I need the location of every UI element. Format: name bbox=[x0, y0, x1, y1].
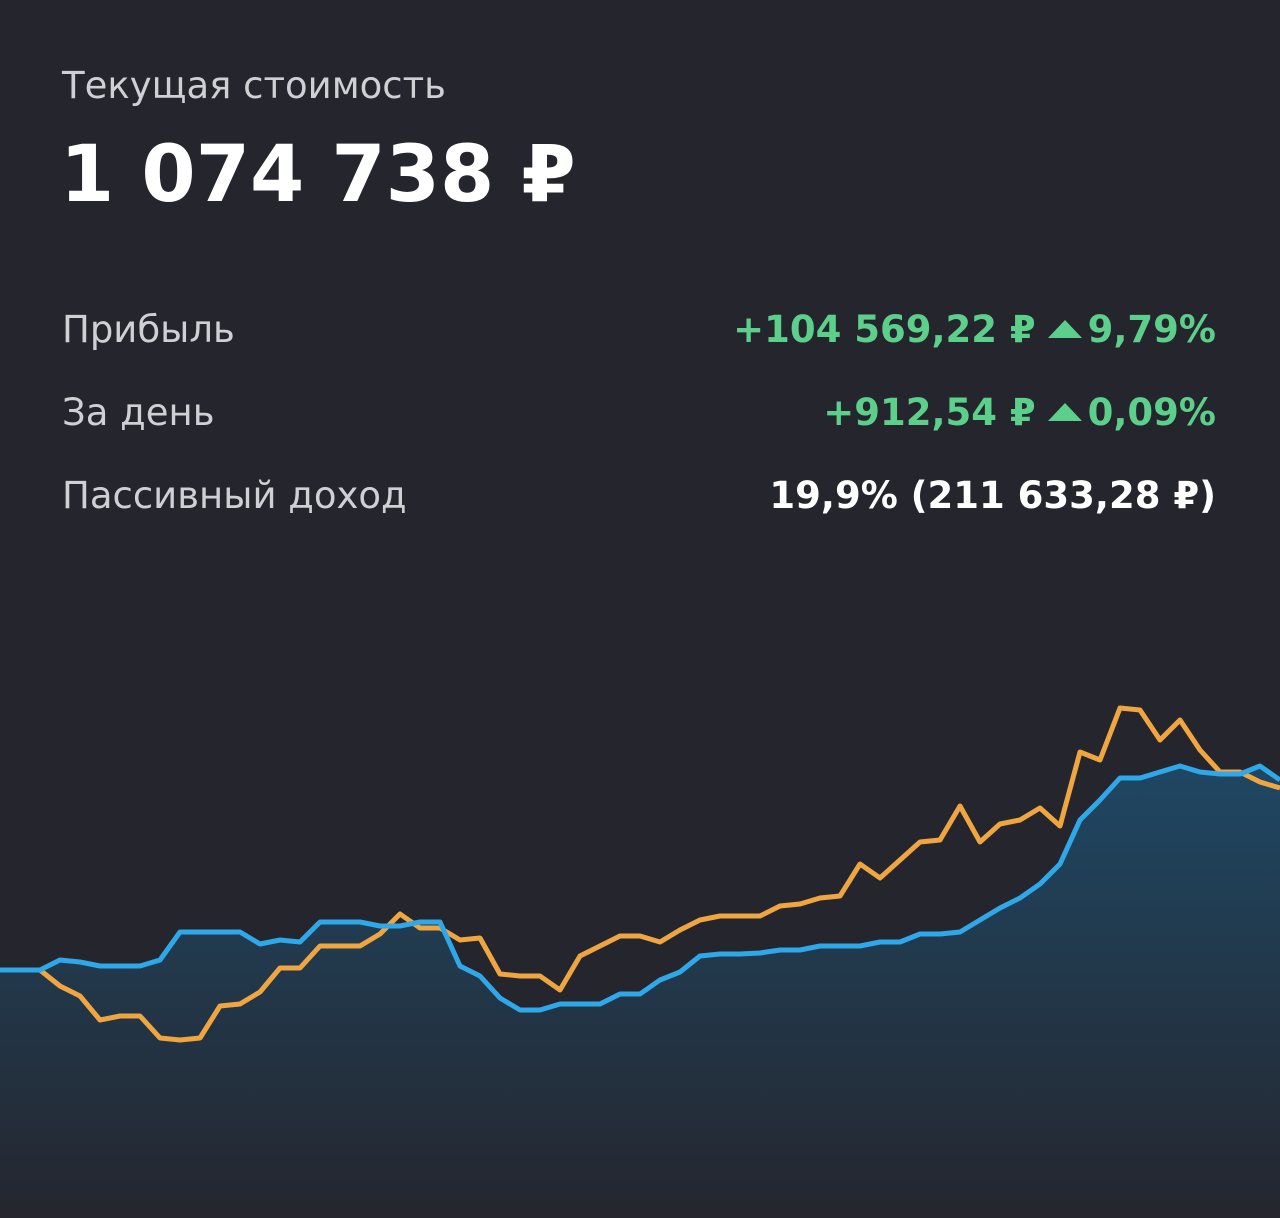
row-value: +912,54 ₽ 0,09% bbox=[823, 391, 1216, 434]
row-label: Пассивный доход bbox=[62, 474, 407, 517]
line bbox=[0, 763, 1280, 1013]
row-value: +104 569,22 ₽ 9,79% bbox=[733, 308, 1216, 351]
percent: 0,09% bbox=[1087, 391, 1216, 434]
header-value: 1 074 738 ₽ bbox=[60, 130, 576, 220]
header-label: Текущая стоимость bbox=[62, 64, 446, 107]
up-arrow bbox=[1047, 320, 1082, 338]
row-value: 19,9% (211 633,28 ₽) bbox=[769, 474, 1216, 517]
row-label: За день bbox=[62, 391, 215, 434]
area-fill bbox=[0, 766, 1280, 1218]
line bbox=[0, 705, 1280, 1043]
amount: +104 569,22 ₽ bbox=[733, 308, 1036, 351]
up-arrow bbox=[1047, 403, 1082, 421]
amount: +912,54 ₽ bbox=[823, 391, 1036, 434]
percent: 9,79% bbox=[1087, 308, 1216, 351]
row-label: Прибыль bbox=[62, 308, 235, 351]
